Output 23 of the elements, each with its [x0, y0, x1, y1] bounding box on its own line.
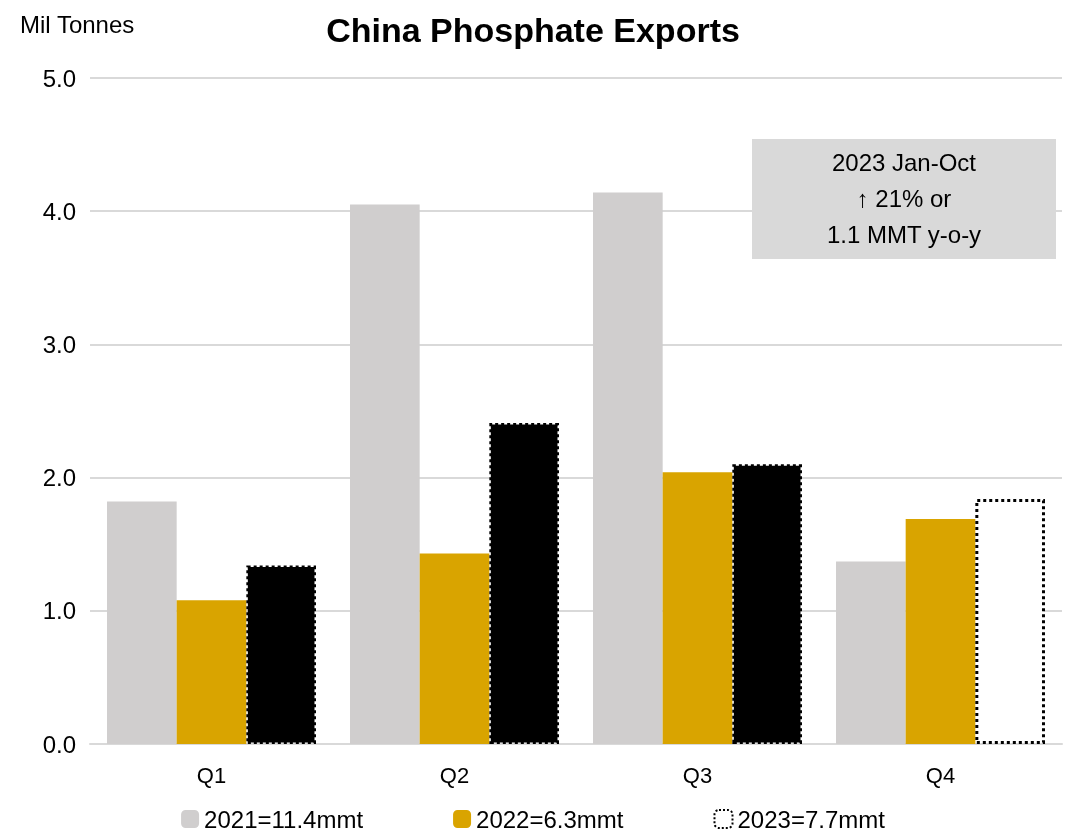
bar — [732, 464, 802, 744]
bar — [905, 518, 976, 744]
bar — [419, 553, 490, 744]
bar — [662, 472, 733, 744]
legend-label: 2023=7.7mmt — [737, 805, 886, 833]
y-tick-label: 2.0 — [42, 464, 76, 492]
bar — [489, 422, 559, 744]
y-tick-label: 1.0 — [42, 597, 76, 625]
y-tick-label: 4.0 — [42, 197, 76, 225]
legend-label: 2021=11.4mmt — [204, 805, 364, 833]
y-tick-label: 0.0 — [42, 730, 76, 758]
y-tick-label: 3.0 — [42, 330, 76, 358]
bar — [176, 600, 247, 744]
x-tick-label: Q3 — [682, 762, 713, 788]
x-tick-label: Q1 — [196, 762, 227, 788]
bar — [975, 498, 1045, 744]
legend-label: 2022=6.3mmt — [476, 805, 624, 833]
y-axis-title: Mil Tonnes — [20, 10, 135, 38]
x-tick-label: Q4 — [925, 762, 956, 788]
x-tick-label: Q2 — [439, 762, 470, 788]
y-tick-label: 5.0 — [42, 64, 76, 92]
bar — [246, 565, 316, 744]
chart-title: China Phosphate Exports — [326, 11, 740, 49]
